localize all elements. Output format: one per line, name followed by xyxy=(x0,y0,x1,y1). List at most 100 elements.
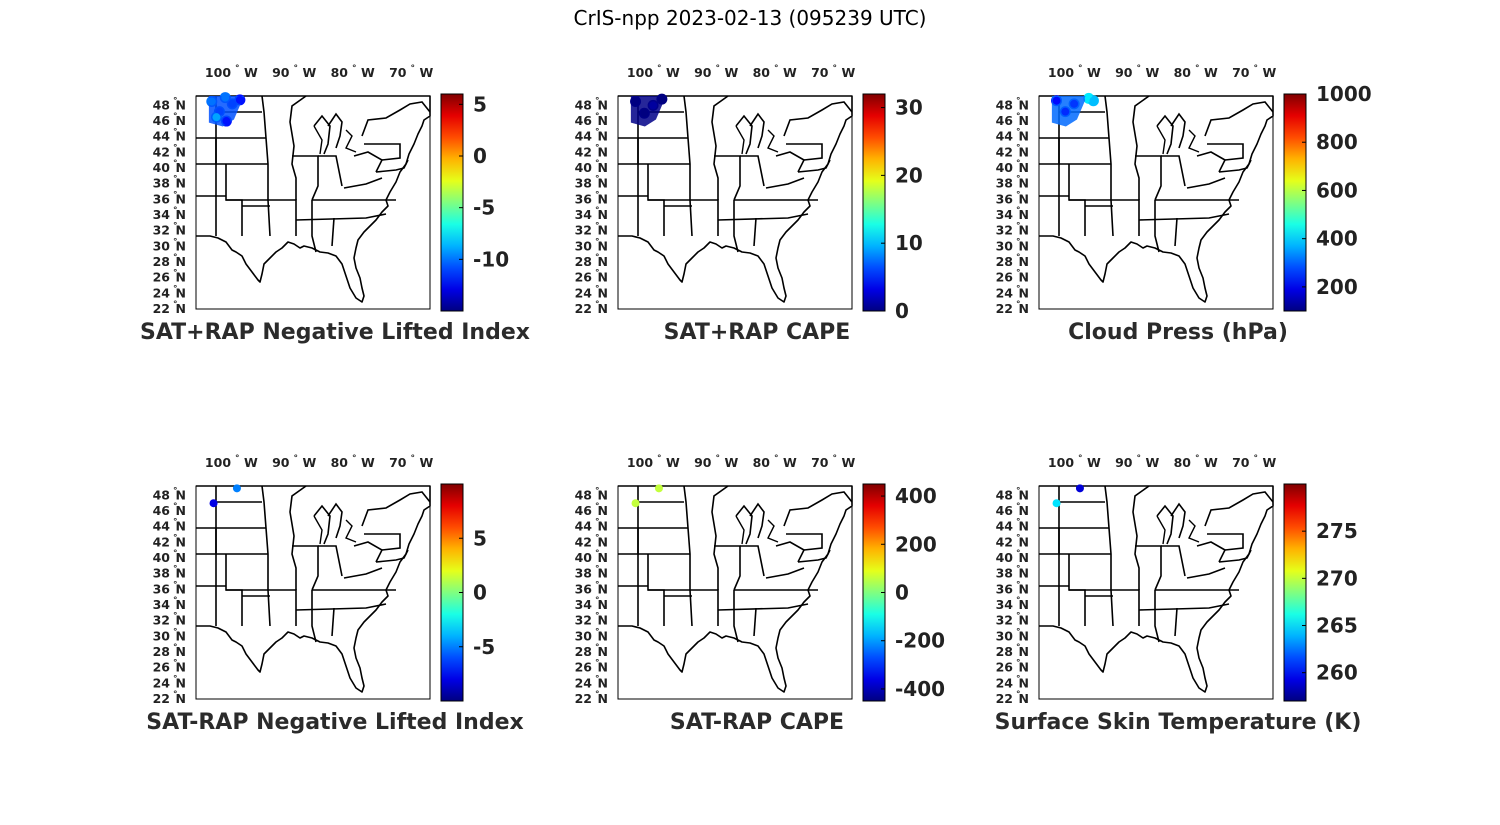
colorbar-tick-label: 30 xyxy=(895,96,923,120)
lat-suffix: N xyxy=(176,581,186,596)
lon-degree-symbol: ° xyxy=(716,454,721,464)
state-boundary xyxy=(648,199,665,236)
lon-suffix: W xyxy=(1087,455,1101,470)
map-frame xyxy=(617,485,853,700)
state-boundary xyxy=(775,541,806,563)
state-boundary xyxy=(1135,155,1162,201)
lat-suffix: N xyxy=(176,113,186,128)
lat-degree-symbol: ° xyxy=(1016,596,1021,606)
map-frame xyxy=(1038,485,1274,700)
lat-suffix: N xyxy=(176,191,186,206)
lon-tick-label: 90 xyxy=(272,455,290,470)
state-boundary xyxy=(733,590,739,643)
lat-tick-label: 24 xyxy=(153,675,171,690)
lat-suffix: N xyxy=(598,503,608,518)
state-boundary xyxy=(311,200,317,253)
observation-point xyxy=(209,499,218,508)
lon-tick-label: 80 xyxy=(331,455,349,470)
map-frame xyxy=(195,485,431,700)
state-boundary xyxy=(797,549,831,563)
state-boundary xyxy=(226,199,243,236)
state-boundary xyxy=(1204,101,1274,137)
colorbar-tick-label: -200 xyxy=(895,629,945,653)
lat-suffix: N xyxy=(1019,144,1029,159)
state-boundary xyxy=(783,101,853,137)
colorbar-tick-label: 0 xyxy=(895,581,909,605)
lat-tick-label: 22 xyxy=(996,691,1013,706)
lon-degree-symbol: ° xyxy=(294,454,299,464)
lat-tick-label: 40 xyxy=(996,160,1014,175)
lat-degree-symbol: ° xyxy=(595,612,600,622)
lat-degree-symbol: ° xyxy=(1016,269,1021,279)
observation-point xyxy=(235,95,244,104)
state-boundary xyxy=(1154,590,1160,643)
lat-suffix: N xyxy=(1019,660,1029,675)
lat-degree-symbol: ° xyxy=(173,580,178,590)
lat-degree-symbol: ° xyxy=(173,96,178,106)
colorbar-tick-label: 270 xyxy=(1316,566,1358,590)
lat-suffix: N xyxy=(598,160,608,175)
lake-michigan-shore xyxy=(1156,125,1166,155)
state-boundary xyxy=(783,491,853,527)
panel-title: SAT+RAP CAPE xyxy=(663,320,851,345)
lake-michigan-shore xyxy=(1156,515,1166,545)
us-map xyxy=(1038,485,1274,700)
lat-degree-symbol: ° xyxy=(173,143,178,153)
lon-suffix: W xyxy=(1204,455,1218,470)
lat-suffix: N xyxy=(176,660,186,675)
state-boundary xyxy=(318,545,343,577)
lon-suffix: W xyxy=(361,455,375,470)
lat-tick-label: 32 xyxy=(996,613,1013,628)
lat-suffix: N xyxy=(598,675,608,690)
lat-suffix: N xyxy=(176,301,186,316)
lat-tick-label: 36 xyxy=(153,191,171,206)
lat-degree-symbol: ° xyxy=(173,486,178,496)
map-plot: 100 ° W 90 ° W 80 ° W 70 ° W48 °N46 °N44 °N42 °N40 °N38 °… xyxy=(575,454,945,706)
lat-degree-symbol: ° xyxy=(1016,612,1021,622)
lon-tick-label: 100 xyxy=(205,455,231,470)
lat-degree-symbol: ° xyxy=(595,518,600,528)
lat-tick-label: 32 xyxy=(153,223,170,238)
lat-tick-label: 36 xyxy=(996,191,1014,206)
state-boundary xyxy=(331,217,335,247)
lon-suffix: W xyxy=(783,65,797,80)
lat-degree-symbol: ° xyxy=(1016,112,1021,122)
map-frame xyxy=(1038,95,1274,310)
lat-degree-symbol: ° xyxy=(173,502,178,512)
lat-degree-symbol: ° xyxy=(595,627,600,637)
lat-degree-symbol: ° xyxy=(1016,300,1021,310)
state-boundary xyxy=(711,485,729,590)
lat-tick-label: 26 xyxy=(575,660,593,675)
lon-degree-symbol: ° xyxy=(774,454,779,464)
state-boundary xyxy=(1132,485,1150,590)
state-boundary xyxy=(749,112,765,149)
lat-degree-symbol: ° xyxy=(173,549,178,559)
us-map xyxy=(617,485,853,700)
lat-tick-label: 38 xyxy=(153,176,170,191)
observation-point xyxy=(657,95,666,104)
state-boundary xyxy=(753,607,757,637)
colorbar-tick-label: 0 xyxy=(473,581,487,605)
lat-tick-label: 28 xyxy=(575,254,592,269)
state-boundary xyxy=(311,590,317,643)
state-boundary xyxy=(196,137,217,165)
lat-tick-label: 24 xyxy=(575,285,593,300)
colorbar-tick-label: -5 xyxy=(473,196,495,220)
lat-suffix: N xyxy=(176,285,186,300)
state-boundary xyxy=(1170,502,1186,539)
colorbar xyxy=(862,93,886,312)
lon-tick-label: 90 xyxy=(694,65,712,80)
state-boundary xyxy=(1132,95,1150,200)
lat-suffix: N xyxy=(176,597,186,612)
lat-degree-symbol: ° xyxy=(595,659,600,669)
map-plot: 100 ° W 90 ° W 80 ° W 70 ° W48 °N46 °N44 °N42 °N40 °N38 °… xyxy=(996,64,1372,316)
lat-suffix: N xyxy=(176,644,186,659)
lat-degree-symbol: ° xyxy=(1016,565,1021,575)
state-boundary xyxy=(318,155,343,187)
lat-degree-symbol: ° xyxy=(1016,486,1021,496)
lon-suffix: W xyxy=(303,455,317,470)
lake-michigan-shore xyxy=(735,515,745,545)
lat-degree-symbol: ° xyxy=(173,175,178,185)
lat-degree-symbol: ° xyxy=(173,222,178,232)
lat-degree-symbol: ° xyxy=(1016,580,1021,590)
